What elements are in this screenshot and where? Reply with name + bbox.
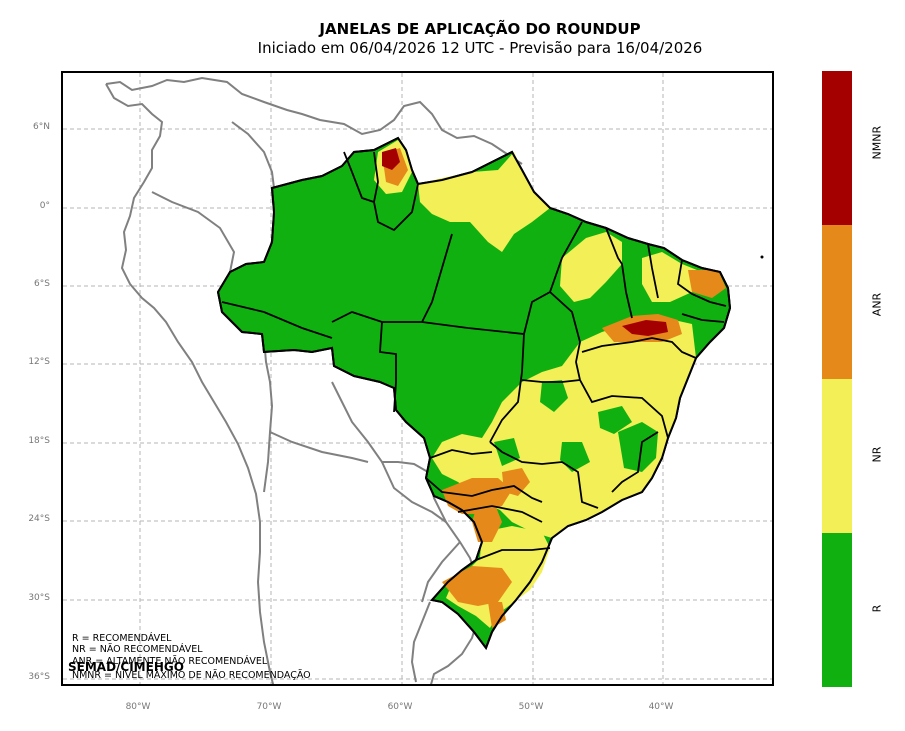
lat-tick-label: 6°S xyxy=(34,279,50,289)
legend-line: NMNR = NÍVEL MÁXIMO DE NÃO RECOMENDAÇÃO xyxy=(72,670,311,681)
colorbar-label: NR xyxy=(870,446,884,463)
lat-tick-label: 12°S xyxy=(28,357,50,367)
map-subtitle: Iniciado em 06/04/2026 12 UTC - Previsão… xyxy=(257,39,703,57)
map-panel xyxy=(61,71,774,686)
lat-tick-label: 36°S xyxy=(28,672,50,682)
colorbar-segment-nr xyxy=(822,379,852,533)
colorbar-label: ANR xyxy=(870,292,884,317)
lon-tick-label: 70°W xyxy=(256,702,282,712)
colorbar-segment-anr xyxy=(822,225,852,379)
map-title: JANELAS DE APLICAÇÃO DO ROUNDUP xyxy=(319,20,641,38)
lon-tick-label: 80°W xyxy=(125,702,151,712)
anr-areas xyxy=(382,148,726,628)
nmnr-areas xyxy=(382,148,668,336)
lat-tick-label: 0° xyxy=(39,201,50,211)
lat-tick-label: 30°S xyxy=(28,593,50,603)
brazil-border xyxy=(216,136,732,651)
legend-line: NR = NÃO RECOMENDÁVEL xyxy=(72,644,203,655)
colorbar-segment-r xyxy=(822,533,852,687)
colorbar-label: R xyxy=(870,604,884,613)
colorbar-segment-nmnr xyxy=(822,71,852,225)
lat-tick-label: 6°N xyxy=(33,122,50,132)
island-dot xyxy=(760,255,764,259)
lon-tick-label: 50°W xyxy=(518,702,544,712)
lon-tick-label: 40°W xyxy=(648,702,674,712)
map-svg xyxy=(63,73,772,684)
legend-line: ANR = ALTAMENTE NÃO RECOMENDÁVEL xyxy=(72,656,268,667)
lat-tick-label: 18°S xyxy=(28,436,50,446)
lat-tick-label: 24°S xyxy=(28,514,50,524)
colorbar xyxy=(822,71,852,687)
legend-line: R = RECOMENDÁVEL xyxy=(72,633,172,644)
lon-tick-label: 60°W xyxy=(387,702,413,712)
credit-label: SEMAD/CIMEHGO xyxy=(68,660,184,674)
colorbar-label: NMNR xyxy=(870,125,884,160)
south-america-outline xyxy=(105,76,523,684)
